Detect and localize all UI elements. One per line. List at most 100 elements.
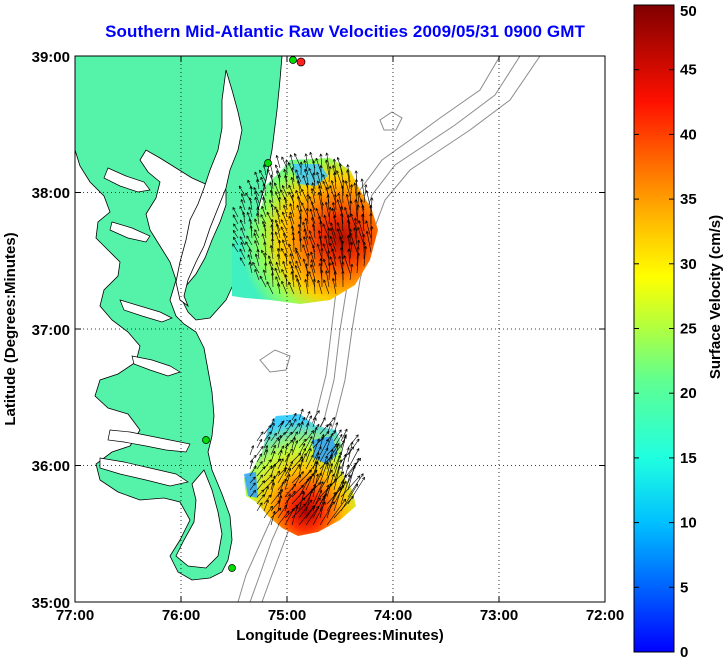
velocity-arrow (263, 465, 273, 477)
velocity-arrow (239, 205, 246, 218)
colorbar-label: Surface Velocity (cm/s) (707, 215, 724, 379)
velocity-arrow (305, 489, 313, 512)
velocity-arrow (254, 191, 260, 204)
velocity-arrow (270, 507, 282, 519)
velocity-arrow (319, 165, 323, 183)
velocity-arrow (284, 483, 297, 498)
velocity-arrow (263, 505, 273, 519)
velocity-arrow (340, 212, 344, 232)
velocity-arrow (270, 204, 274, 218)
velocity-arrow (356, 246, 360, 267)
velocity-arrow (310, 188, 316, 204)
velocity-arrow (270, 510, 276, 526)
y-axis-label: Latitude (Degrees:Minutes) (2, 232, 19, 425)
velocity-arrow (363, 184, 368, 204)
velocity-arrow (289, 253, 295, 267)
velocity-arrow (277, 445, 285, 456)
velocity-arrow (326, 463, 334, 484)
colorbar-tick-label: 50 (680, 3, 697, 20)
velocity-arrow (291, 505, 299, 526)
velocity-arrow (263, 474, 273, 484)
velocity-arrow (284, 422, 293, 435)
site-marker-red (296, 57, 306, 67)
velocity-arrow (249, 482, 256, 491)
velocity-arrow (254, 253, 260, 267)
velocity-arrow (347, 441, 354, 463)
velocity-arrow (333, 429, 342, 442)
velocity-arrow (357, 227, 365, 246)
velocity-arrow (294, 153, 302, 169)
x-tick-label: 76:00 (162, 607, 200, 624)
velocity-arrow (284, 473, 291, 491)
velocity-arrow (281, 280, 288, 295)
velocity-arrow (344, 180, 351, 197)
velocity-arrow (298, 443, 306, 456)
velocity-arrow (261, 205, 267, 218)
velocity-arrow (245, 192, 253, 204)
velocity-arrow (306, 252, 310, 267)
velocity-arrow (303, 236, 309, 253)
velocity-arrow (333, 194, 337, 211)
velocity-arrow (259, 169, 267, 183)
velocity-arrow (326, 498, 347, 526)
velocity-arrow (299, 161, 303, 176)
velocity-arrow (333, 172, 337, 190)
velocity-arrow (349, 263, 354, 281)
velocity-arrow (266, 281, 274, 295)
grid-lines (75, 56, 605, 602)
velocity-arrow (263, 494, 272, 505)
velocity-arrow (354, 199, 358, 218)
velocity-arrow (326, 432, 334, 449)
velocity-arrow (277, 510, 290, 526)
velocity-arrow (277, 495, 283, 512)
velocity-arrow (270, 422, 275, 435)
velocity-arrow (329, 185, 337, 204)
velocity-arrow (312, 472, 322, 491)
velocity-arrow (256, 438, 263, 449)
velocity-arrow (305, 430, 314, 442)
velocity-arrow (249, 465, 257, 477)
velocity-arrow (275, 223, 281, 239)
velocity-arrow (262, 164, 267, 176)
velocity-arrow (291, 471, 304, 484)
velocity-arrow (305, 208, 309, 225)
velocity-arrow (291, 412, 297, 421)
velocity-arrow (304, 278, 309, 295)
velocity-arrow (274, 267, 281, 281)
velocity-arrow (239, 248, 246, 260)
velocity-arrow (316, 243, 323, 260)
velocity-arrow (312, 426, 318, 442)
velocity-arrow (232, 207, 239, 218)
velocity-arrow (311, 244, 316, 260)
velocity-arrow (291, 167, 295, 183)
velocity-arrow (263, 499, 269, 512)
velocity-arrow (276, 253, 281, 267)
velocity-arrow (256, 474, 263, 484)
velocity-arrow (302, 244, 309, 260)
x-tick-label: 72:00 (586, 607, 624, 624)
velocity-arrow (254, 218, 260, 232)
velocity-arrow (289, 154, 295, 169)
velocity-arrow (248, 197, 253, 211)
velocity-arrow (277, 504, 288, 519)
velocity-arrow (365, 220, 372, 239)
velocity-arrow (304, 168, 309, 183)
velocity-arrow (263, 223, 267, 239)
y-tick-label: 39:00 (32, 49, 70, 66)
velocity-arrow (256, 445, 264, 456)
velocity-arrow (340, 483, 359, 512)
site-marker (228, 564, 236, 572)
velocity-arrow (346, 164, 351, 183)
velocity-arrow (291, 484, 304, 498)
velocity-arrow (309, 208, 316, 225)
colorbar-tick-label: 45 (680, 62, 697, 79)
velocity-arrow (356, 204, 360, 225)
velocity-arrow (305, 505, 320, 526)
velocity-arrow (312, 461, 319, 484)
velocity-arrow (275, 164, 281, 176)
velocity-arrow (363, 245, 368, 267)
velocity-arrow (325, 152, 330, 169)
velocity-arrow (270, 444, 276, 456)
velocity-arrow (277, 421, 284, 435)
velocity-arrow (282, 232, 288, 246)
